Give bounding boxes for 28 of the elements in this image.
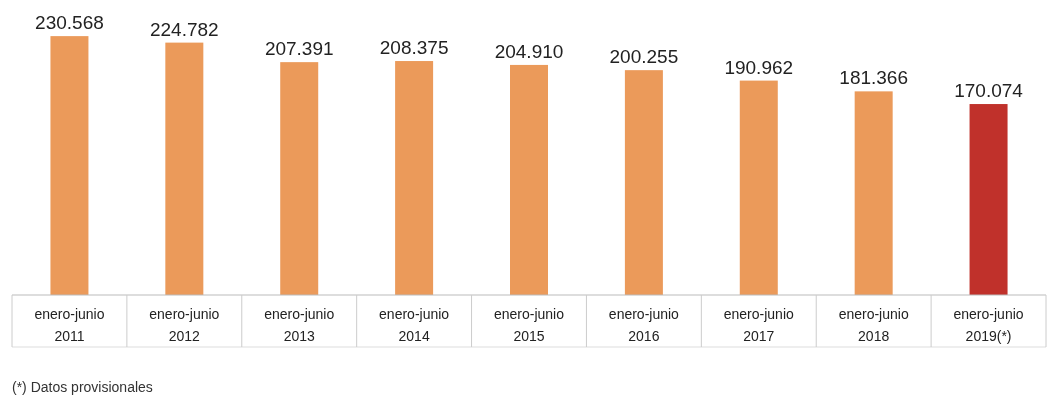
x-tick-label: enero-junio 2016 xyxy=(608,306,680,344)
text: (*) Datos provisionales xyxy=(12,379,153,395)
bar xyxy=(624,70,663,295)
bar xyxy=(395,61,434,295)
data-label: 200.255 xyxy=(609,46,679,68)
bar xyxy=(969,104,1008,295)
data-label: 170.074 xyxy=(954,80,1024,102)
data-label: 181.366 xyxy=(839,67,909,89)
x-tick-label: enero-junio 2012 xyxy=(149,306,220,344)
data-label: 204.910 xyxy=(494,40,564,62)
data-label: 207.391 xyxy=(264,38,334,60)
bar xyxy=(280,62,319,295)
data-label: 190.962 xyxy=(724,56,794,78)
bar xyxy=(510,64,548,295)
bar xyxy=(50,36,89,295)
x-tick-label: enero-junio 2017 xyxy=(723,306,795,344)
data-label: 230.568 xyxy=(35,12,104,34)
x-tick-label: enero-junio 2019(*) xyxy=(953,306,1024,344)
x-tick-label: enero-junio 2014 xyxy=(379,306,450,344)
bar xyxy=(854,91,893,295)
x-tick-label: enero-junio 2011 xyxy=(34,306,105,344)
bar xyxy=(165,42,204,295)
data-label: 224.782 xyxy=(149,18,219,40)
bar xyxy=(739,80,778,295)
x-tick-label: enero-junio 2015 xyxy=(493,306,565,344)
x-tick-label: enero-junio 2013 xyxy=(264,306,335,344)
data-label: 208.375 xyxy=(379,37,449,59)
x-tick-label: enero-junio 2018 xyxy=(838,306,909,344)
